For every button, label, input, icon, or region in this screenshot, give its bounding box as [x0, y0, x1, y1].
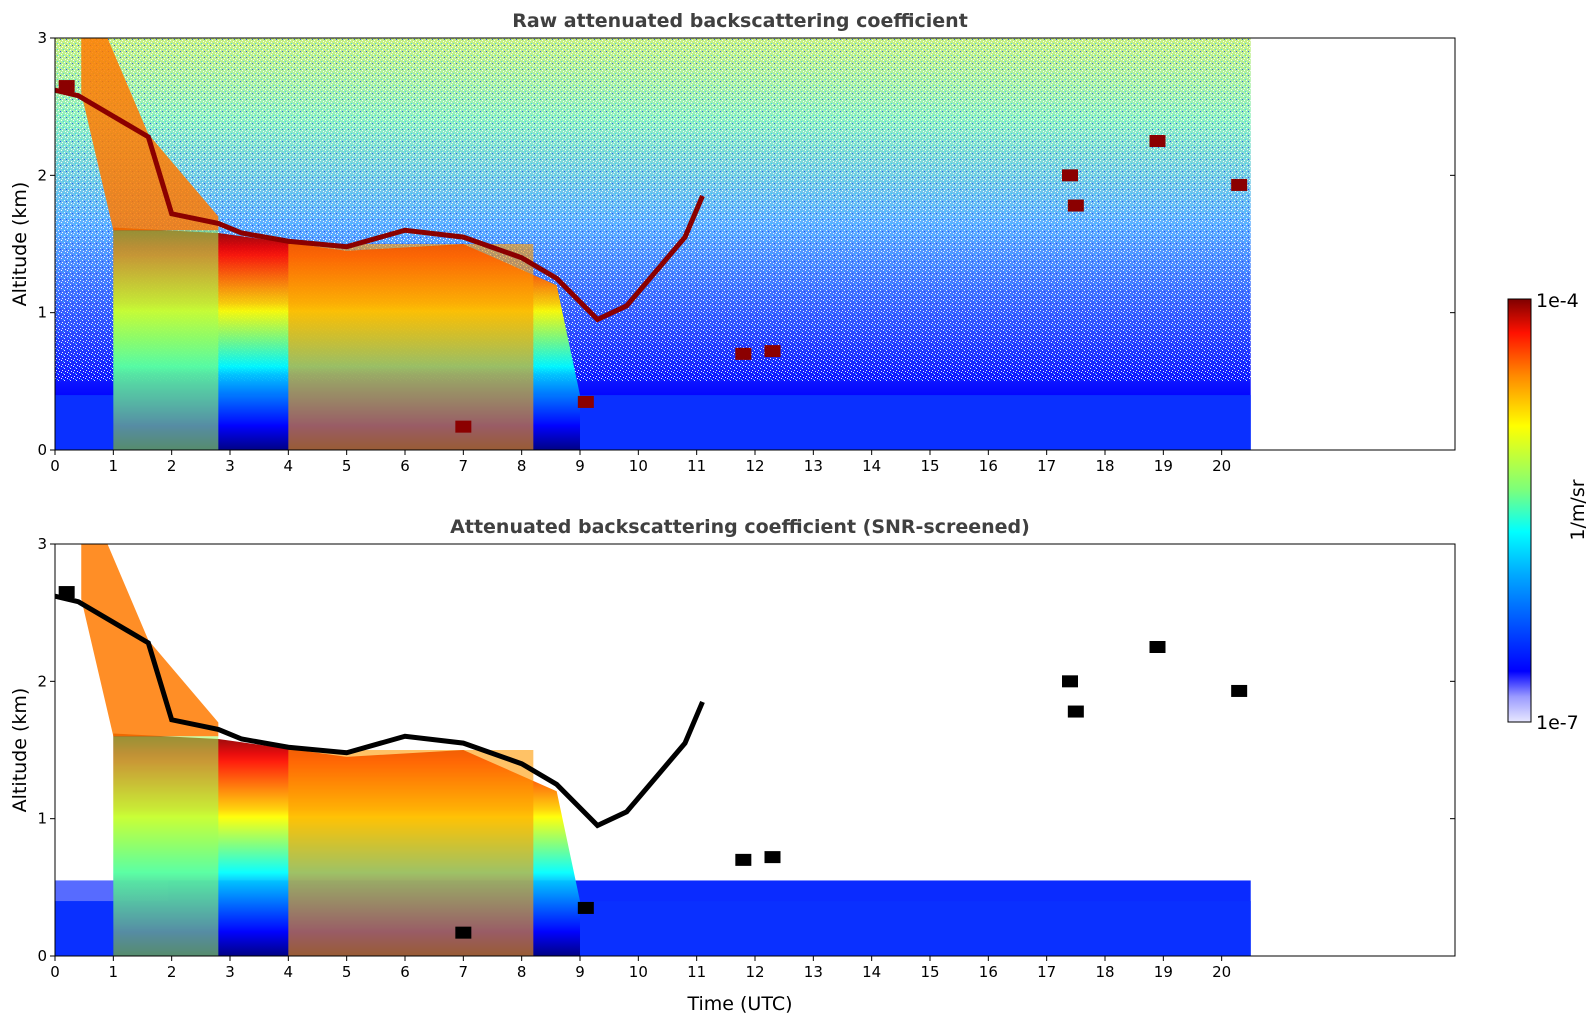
x-tick-label: 2 — [167, 963, 177, 981]
aerosol-dense — [288, 750, 534, 956]
colorbar-label: 1/m/sr — [1567, 479, 1589, 540]
cloud-patch — [58, 80, 75, 93]
aerosol-core — [113, 736, 219, 956]
x-tick-label: 3 — [225, 963, 235, 981]
heatmap-layer — [55, 38, 1251, 450]
x-tick-label: 1 — [109, 963, 119, 981]
y-tick-label: 2 — [37, 166, 47, 184]
x-tick-label: 0 — [50, 963, 60, 981]
cloud-patch — [1149, 641, 1166, 653]
y-axis-label: Altitude (km) — [9, 688, 31, 813]
panel-raw: Raw attenuated backscattering coefficien… — [9, 10, 1456, 475]
x-tick-label: 6 — [400, 457, 410, 475]
x-tick-label: 19 — [1154, 963, 1173, 981]
x-tick-label: 19 — [1154, 457, 1173, 475]
colorbar-bar — [1507, 298, 1532, 723]
x-tick-label: 17 — [1037, 963, 1056, 981]
x-tick-label: 2 — [167, 457, 177, 475]
panel-screened: Attenuated backscattering coefficient (S… — [9, 516, 1456, 1015]
x-tick-label: 18 — [1095, 457, 1114, 475]
aerosol-upper — [81, 38, 219, 231]
x-tick-label: 7 — [459, 963, 469, 981]
x-tick-label: 12 — [745, 963, 764, 981]
cloud-layer — [55, 87, 705, 323]
aerosol-upper — [81, 544, 219, 737]
panel-title: Raw attenuated backscattering coefficien… — [512, 10, 968, 32]
x-tick-label: 15 — [920, 457, 939, 475]
aerosol-dense — [288, 244, 534, 450]
x-axis-label: Time (UTC) — [686, 993, 792, 1015]
y-tick-label: 1 — [37, 304, 47, 322]
x-tick-label: 6 — [400, 963, 410, 981]
x-tick-label: 5 — [342, 457, 352, 475]
x-axis: 0 1 2 3 4 5 6 7 8 9 10 11 12 13 14 15 16 17 18 19 20 — [50, 450, 1231, 475]
cloud-patch — [1067, 199, 1084, 212]
y-axis: 0 1 2 3 — [37, 29, 1455, 459]
cloud-patch — [577, 395, 594, 408]
heatmap-layer — [55, 544, 1251, 956]
cloud-patch — [764, 345, 781, 358]
colorbar-min-label: 1e-7 — [1536, 712, 1579, 734]
x-tick-label: 18 — [1095, 963, 1114, 981]
cloud-patch — [455, 926, 472, 939]
cloud-patch — [1231, 178, 1248, 191]
x-tick-label: 4 — [284, 963, 294, 981]
y-tick-label: 1 — [37, 810, 47, 828]
x-tick-label: 4 — [284, 457, 294, 475]
x-tick-label: 14 — [862, 963, 881, 981]
aerosol-core — [113, 230, 219, 450]
x-tick-label: 3 — [225, 457, 235, 475]
x-tick-label: 10 — [629, 963, 648, 981]
x-tick-label: 10 — [629, 457, 648, 475]
cloud-layer — [55, 593, 705, 829]
x-tick-label: 17 — [1037, 457, 1056, 475]
cloud-patch — [1062, 169, 1078, 182]
x-tick-label: 8 — [517, 457, 527, 475]
y-tick-label: 2 — [37, 672, 47, 690]
panel-title: Attenuated backscattering coefficient (S… — [450, 516, 1030, 538]
x-tick-label: 13 — [804, 457, 823, 475]
cloud-patch — [735, 853, 752, 866]
x-tick-label: 9 — [575, 457, 585, 475]
x-tick-label: 15 — [920, 963, 939, 981]
cloud-patch — [1231, 684, 1248, 697]
x-tick-label: 16 — [979, 457, 998, 475]
x-tick-label: 0 — [50, 457, 60, 475]
cloud-patch — [1149, 135, 1166, 147]
x-tick-label: 11 — [687, 457, 706, 475]
x-tick-label: 11 — [687, 963, 706, 981]
y-axis-label: Altitude (km) — [9, 182, 31, 307]
x-tick-label: 8 — [517, 963, 527, 981]
x-tick-label: 13 — [804, 963, 823, 981]
y-tick-label: 0 — [37, 441, 47, 459]
cloud-patch — [58, 586, 75, 599]
x-tick-label: 12 — [745, 457, 764, 475]
x-tick-label: 9 — [575, 963, 585, 981]
x-tick-label: 20 — [1212, 457, 1231, 475]
cloud-patch — [735, 347, 752, 360]
cloud-patch — [764, 851, 781, 864]
colorbar: 1e-4 1e-7 1/m/sr — [1507, 290, 1589, 734]
y-tick-label: 3 — [37, 29, 47, 47]
cloud-patch — [577, 901, 594, 914]
cloud-patch — [455, 420, 472, 433]
y-axis: 0 1 2 3 — [37, 535, 1455, 965]
y-tick-label: 0 — [37, 947, 47, 965]
x-tick-label: 1 — [109, 457, 119, 475]
x-tick-label: 7 — [459, 457, 469, 475]
x-tick-label: 16 — [979, 963, 998, 981]
cloud-patch — [1062, 675, 1078, 688]
x-axis: 0 1 2 3 4 5 6 7 8 9 10 11 12 13 14 15 16 17 18 19 20 — [50, 956, 1231, 981]
y-tick-label: 3 — [37, 535, 47, 553]
x-tick-label: 20 — [1212, 963, 1231, 981]
x-tick-label: 5 — [342, 963, 352, 981]
cloud-patch — [1067, 705, 1084, 718]
colorbar-max-label: 1e-4 — [1536, 290, 1579, 312]
x-tick-label: 14 — [862, 457, 881, 475]
